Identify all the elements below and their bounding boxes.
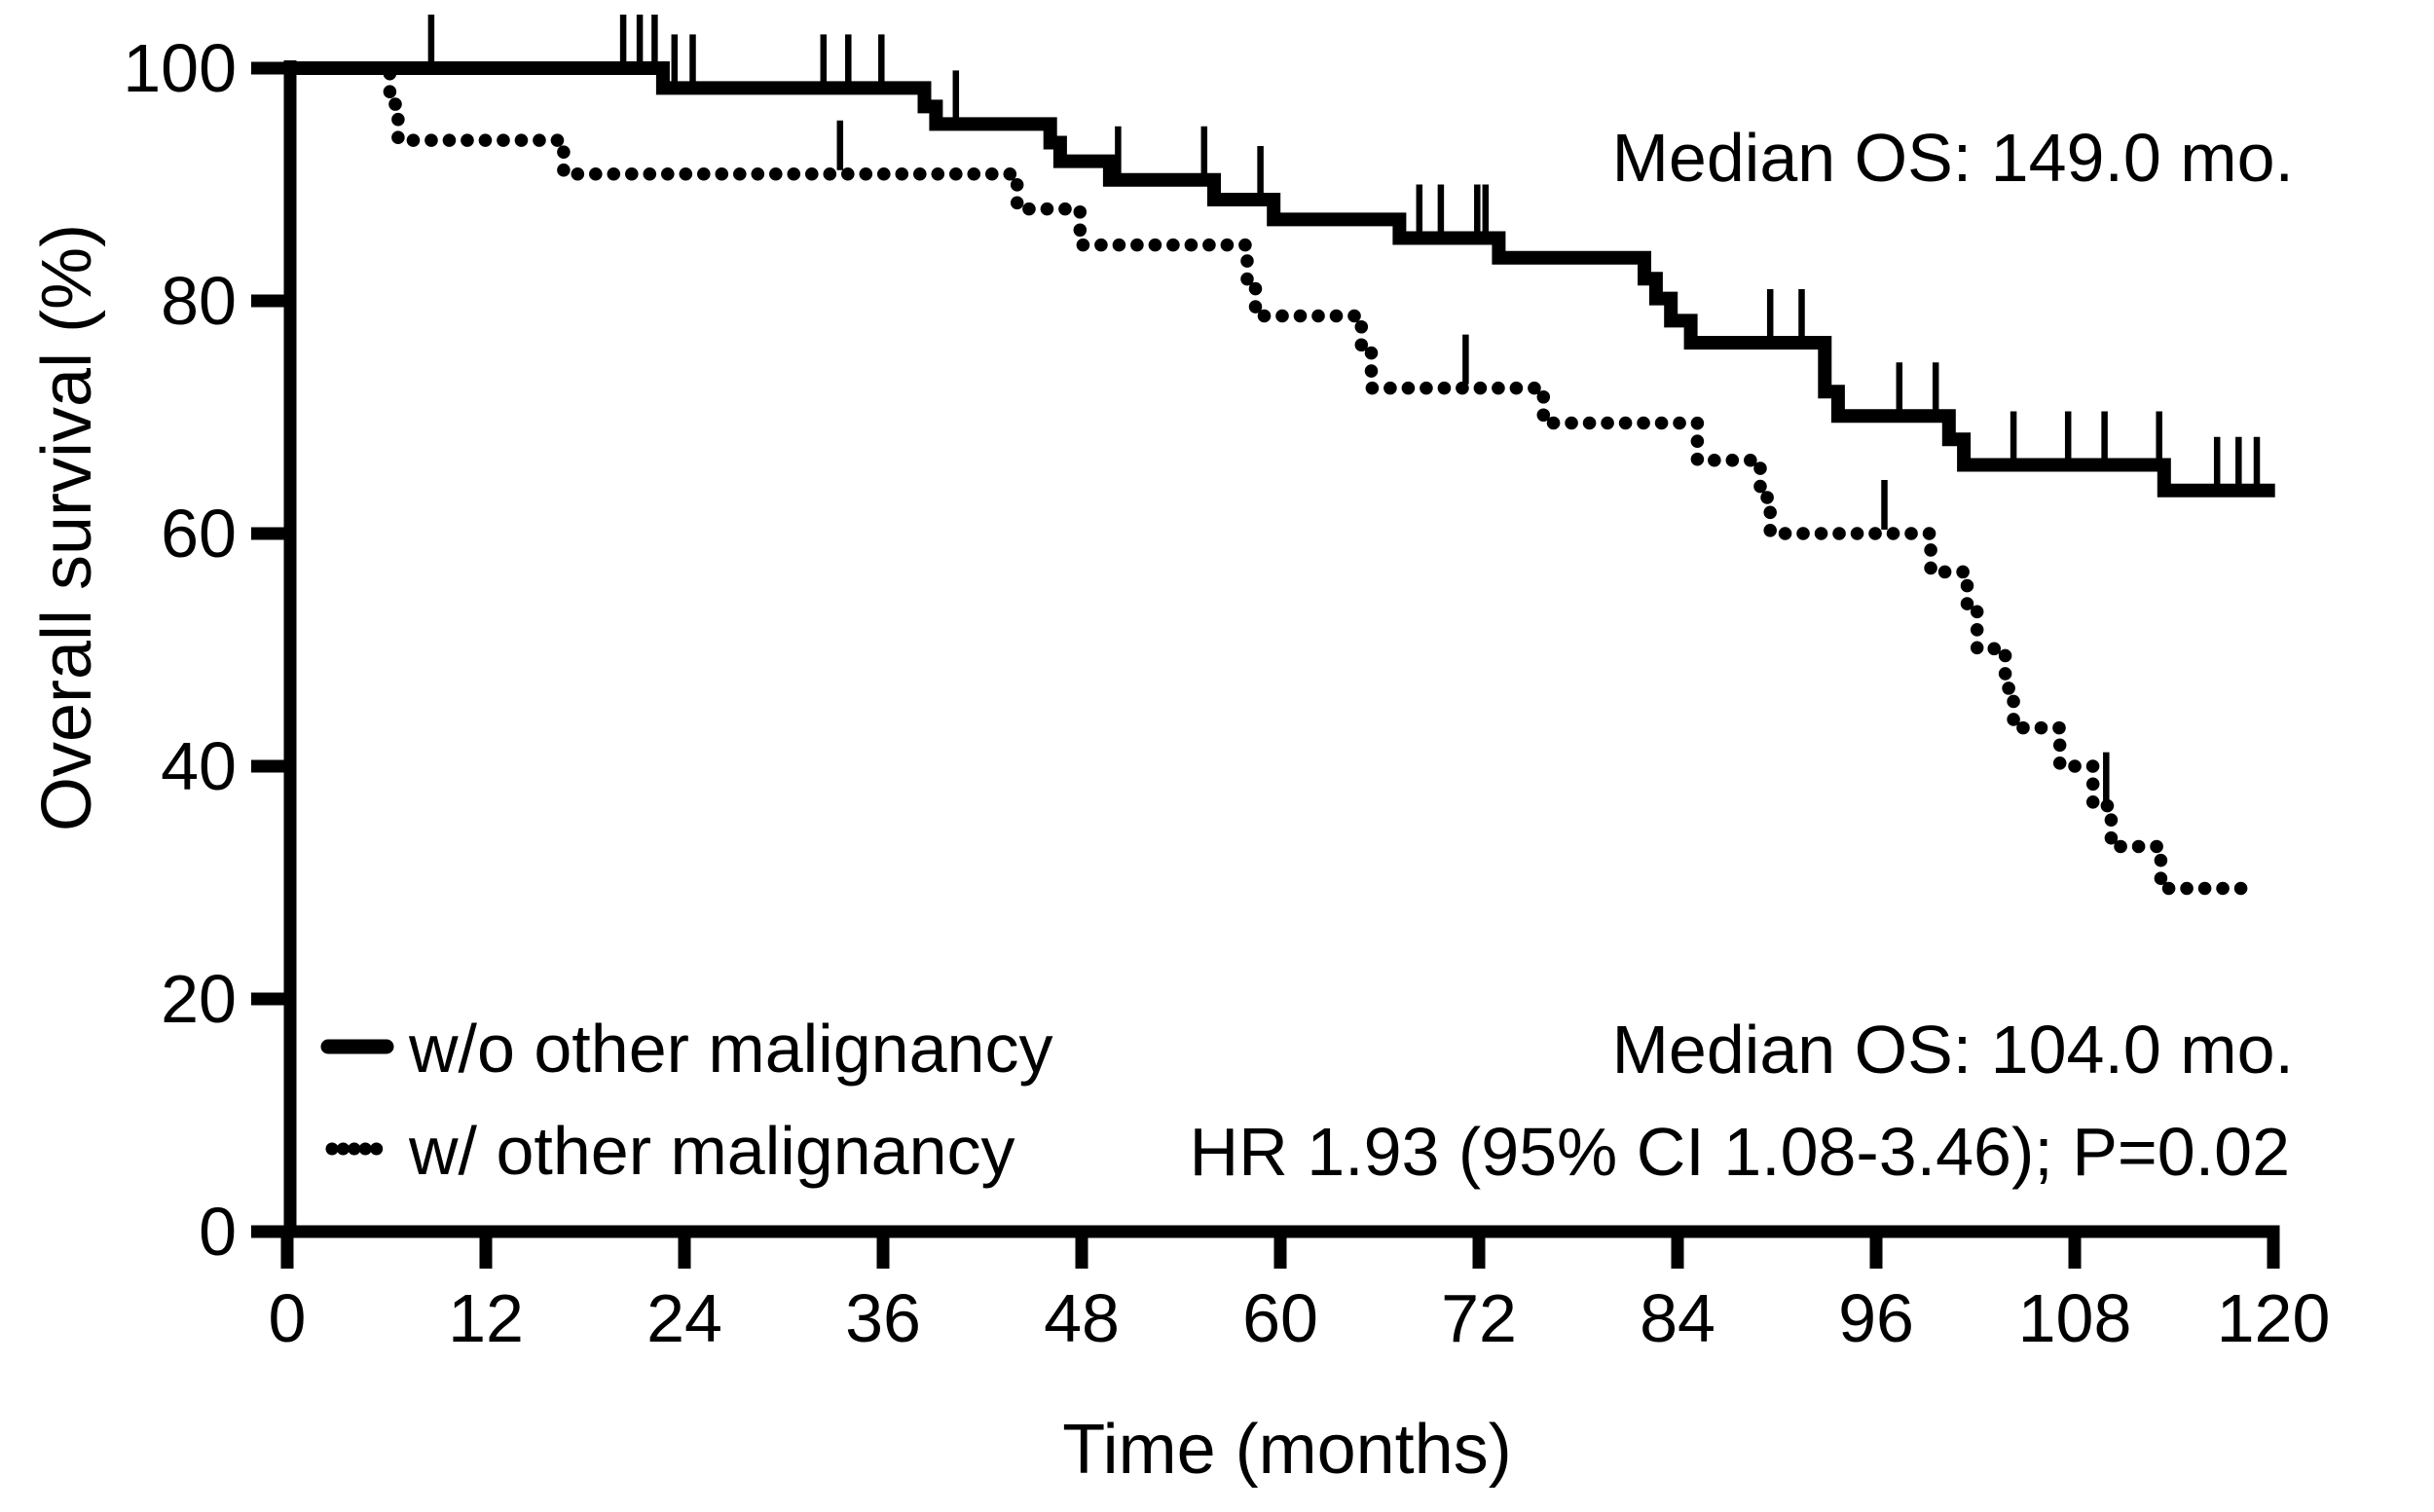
legend-label-solid: w/o other malignancy: [408, 1011, 1052, 1087]
x-tick-label: 72: [1441, 1280, 1517, 1356]
y-tick-label: 40: [161, 728, 237, 804]
axis-ticks: 0 20 40 60 80 100 0 12 24 36 48 60 72 84 96 108 120: [123, 30, 2330, 1356]
x-tick-label: 12: [448, 1280, 524, 1356]
x-tick-label: 84: [1640, 1280, 1715, 1356]
km-curve-dotted: [280, 61, 2263, 896]
km-curve-solid: [287, 61, 2275, 498]
annotation-hazard-ratio: HR 1.93 (95% CI 1.08-3.46); P=0.02: [1190, 1114, 2290, 1190]
x-tick-label: 48: [1044, 1280, 1120, 1356]
legend-label-dotted: w/ other malignancy: [408, 1113, 1015, 1189]
annotation-median-dotted: Median OS: 104.0 mo.: [1612, 1012, 2294, 1088]
y-tick-label: 80: [161, 263, 237, 339]
y-axis-title: Overall survival (%): [28, 224, 106, 831]
y-tick-label: 60: [161, 496, 237, 572]
x-tick-label: 108: [2018, 1280, 2132, 1356]
legend: w/o other malignancy w/ other malignancy: [320, 1011, 1052, 1189]
x-axis-title: Time (months): [1062, 1411, 1511, 1489]
x-tick-label: 24: [646, 1280, 722, 1356]
x-tick-label: 120: [2217, 1280, 2331, 1356]
axes-spine: [283, 60, 2280, 1238]
y-tick-label: 20: [161, 961, 237, 1037]
x-tick-label: 96: [1838, 1280, 1914, 1356]
x-tick-label: 36: [845, 1280, 921, 1356]
x-tick-label: 60: [1242, 1280, 1318, 1356]
annotation-median-solid: Median OS: 149.0 mo.: [1612, 120, 2294, 196]
y-tick-label: 0: [199, 1194, 237, 1270]
km-curves: [280, 15, 2275, 896]
y-tick-label: 100: [123, 30, 237, 106]
x-tick-label: 0: [269, 1280, 307, 1356]
